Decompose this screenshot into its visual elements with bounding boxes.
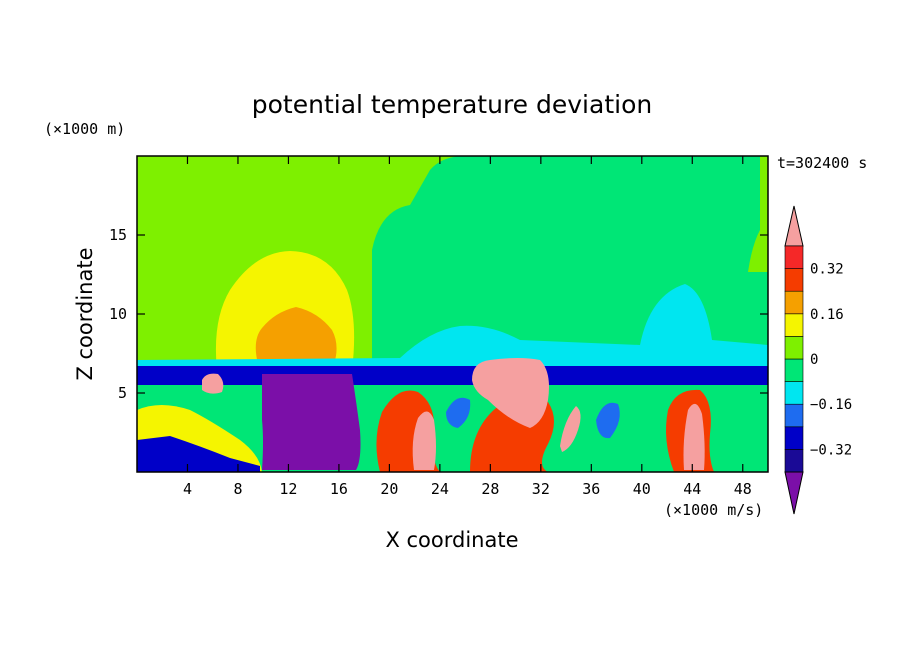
x-tick-label: 16 (330, 480, 348, 498)
region-lower-pink-3 (560, 406, 581, 452)
region-small-pink (202, 373, 224, 394)
time-label: t=302400 s (777, 154, 867, 172)
colorbar-swatch (784, 290, 804, 315)
colorbar-swatch (784, 268, 804, 292)
colorbar-label: −0.16 (810, 397, 852, 413)
colorbar-bottom-arrow (784, 471, 804, 515)
colorbar-top-arrow (784, 205, 804, 247)
x-tick-label: 44 (683, 480, 701, 498)
region-cyan-strip (137, 284, 768, 380)
region-warm-core (255, 307, 337, 364)
region-lower-blue-2 (446, 397, 471, 428)
colorbar-swatch (784, 313, 804, 337)
x-unit-label: (×1000 m/s) (664, 501, 763, 519)
colorbar-swatch (784, 426, 804, 450)
x-tick-label: 40 (633, 480, 651, 498)
region-lower-blue-1 (596, 402, 620, 439)
colorbar-swatch (784, 449, 804, 473)
x-tick-label: 32 (532, 480, 550, 498)
colorbar-label: −0.32 (810, 442, 852, 458)
colorbar-swatch (784, 358, 804, 382)
y-tick-label: 15 (109, 226, 127, 244)
y-tick-label: 10 (109, 305, 127, 323)
x-tick-label: 8 (233, 480, 242, 498)
y-axis: 5 10 15 (109, 226, 768, 402)
colorbar-swatch (784, 381, 804, 405)
y-unit-label: (×1000 m) (44, 120, 125, 138)
contour-field (137, 156, 768, 472)
region-lower-pink-1 (412, 411, 436, 470)
colorbar: 0.32 0.16 0 −0.16 −0.32 (784, 205, 852, 515)
region-lower-navy (137, 436, 260, 472)
chart-title: potential temperature deviation (252, 90, 652, 119)
region-blue-strip (137, 366, 768, 385)
x-tick-label: 12 (279, 480, 297, 498)
x-tick-label: 28 (481, 480, 499, 498)
x-tick-label: 4 (183, 480, 192, 498)
region-cold-pool (262, 374, 361, 470)
region-warm-plume (472, 358, 549, 428)
x-tick-label: 36 (582, 480, 600, 498)
colorbar-label: 0.16 (810, 307, 844, 323)
x-axis: 4 8 12 16 20 24 28 32 36 40 44 48 (183, 156, 752, 498)
y-axis-label: Z coordinate (73, 247, 97, 380)
region-lower-pink-2 (683, 403, 705, 470)
colorbar-swatch (784, 336, 804, 360)
x-tick-label: 24 (431, 480, 449, 498)
y-tick-label: 5 (118, 384, 127, 402)
colorbar-label: 0.32 (810, 262, 844, 278)
x-axis-label: X coordinate (385, 528, 518, 552)
colorbar-swatch (784, 403, 804, 428)
x-tick-label: 48 (734, 480, 752, 498)
colorbar-swatch (784, 245, 804, 269)
colorbar-label: 0 (810, 352, 818, 368)
x-tick-label: 20 (380, 480, 398, 498)
